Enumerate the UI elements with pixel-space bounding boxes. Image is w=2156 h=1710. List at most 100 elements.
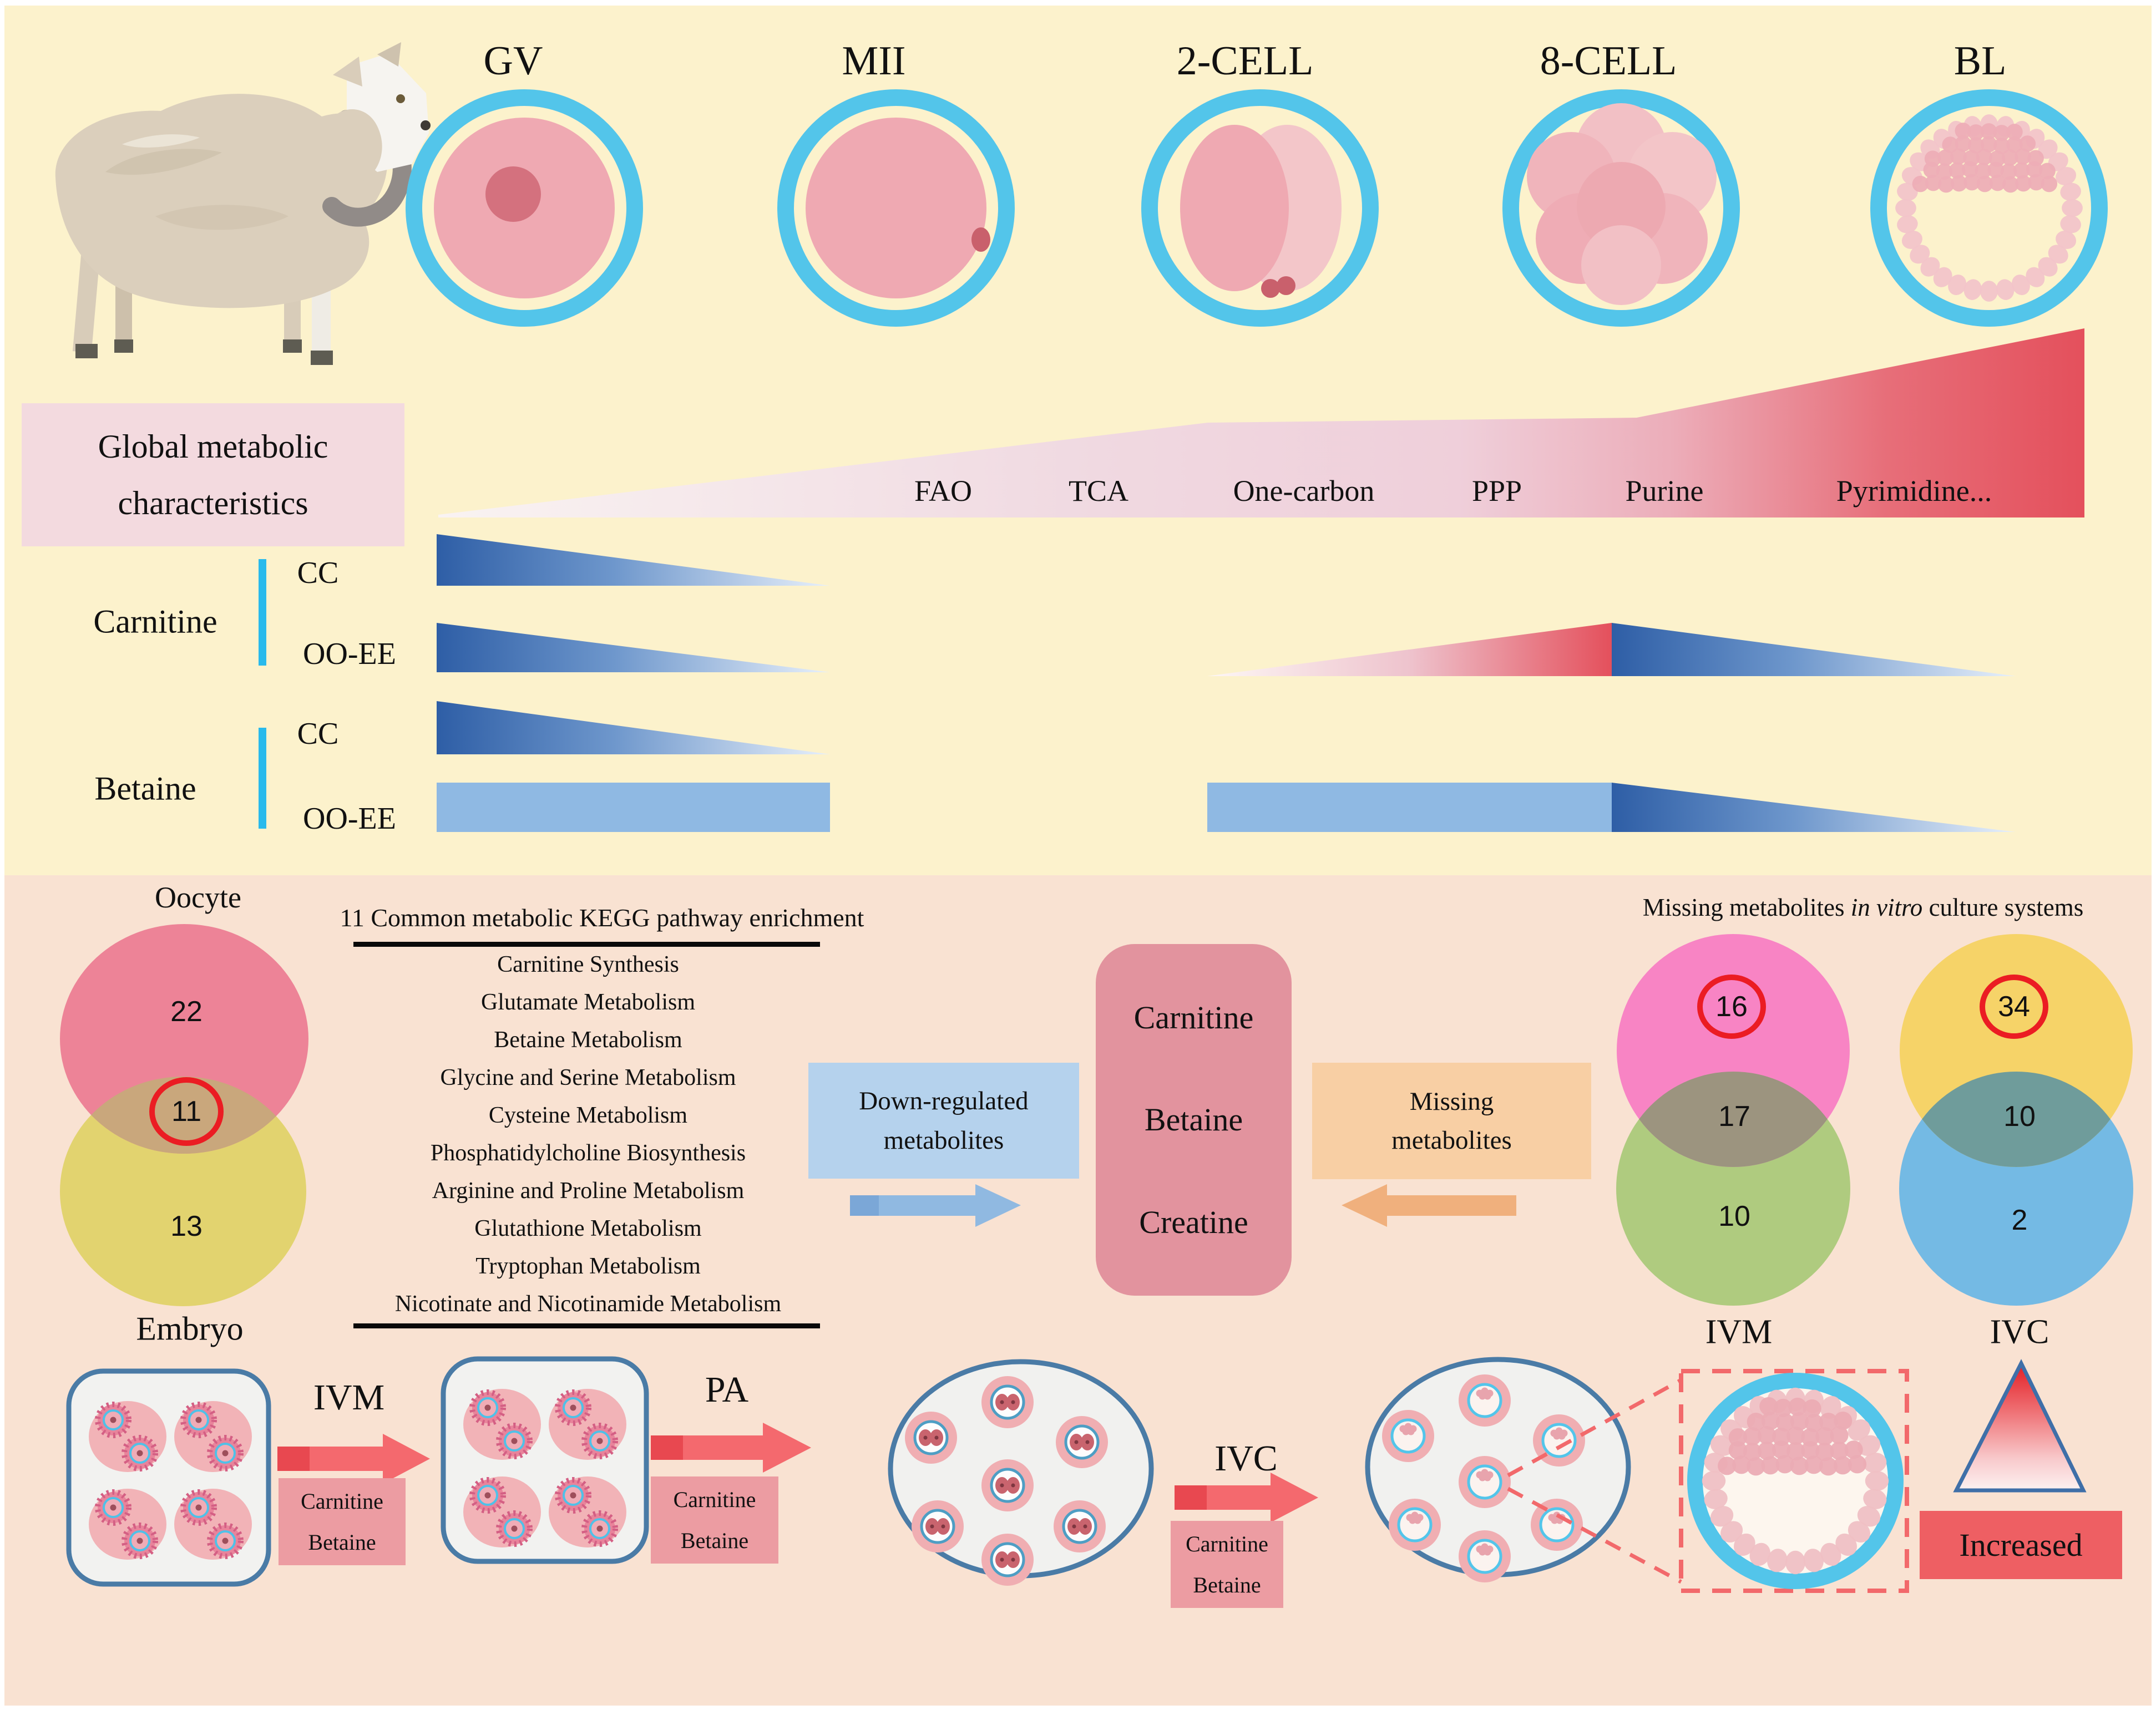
kegg-item: Arginine and Proline Metabolism [432,1178,745,1204]
missing-metabolites-box: Missing metabolites [1312,1063,1591,1179]
supplement-betaine: Betaine [680,1528,749,1553]
pathway-label-fao: FAO [914,474,973,508]
stage-8cell-circle [1502,89,1740,327]
kegg-item: Glutamate Metabolism [480,990,696,1015]
stage-gv-circle [406,89,643,327]
metabolic-gradient-wedge [438,328,2084,517]
carnitine-ooee-blue-triangle [1612,623,2016,676]
ivm-overlap-count: 17 [1718,1100,1750,1133]
workflow-ivc-label: IVC [1214,1438,1278,1479]
stage-label-mii: MII [842,38,906,84]
increased-label-box: Increased [1920,1511,2122,1579]
ivc-overlap-count: 10 [2003,1100,2036,1133]
ivc-unique-count: 34 [1998,991,2030,1023]
ivc-venn-label: IVC [1990,1313,2049,1351]
kegg-rule-bottom [353,1323,820,1328]
betaine-ooee-right-triangle [1612,783,2016,832]
stage-bl-circle [1870,89,2108,327]
kegg-item-list: Carnitine Synthesis Glutamate Metabolism… [311,946,866,1323]
stage-label-2cell: 2-CELL [1176,38,1314,84]
pathway-label-ppp: PPP [1471,474,1522,508]
kegg-item: Carnitine Synthesis [497,952,679,977]
venn-oocyte-label: Oocyte [155,881,241,914]
pathway-label-pyrimidine: Pyrimidine... [1836,474,1992,508]
pathway-label-one-carbon: One-carbon [1233,474,1375,508]
carnitine-cc-label: CC [297,556,339,590]
supplement-betaine: Betaine [1193,1572,1261,1597]
kegg-item: Nicotinate and Nicotinamide Metabolism [394,1291,782,1317]
venn-overlap-count: 11 [171,1095,201,1128]
right-title-italic: in vitro [1850,894,1923,921]
venn-embryo-label: Embryo [136,1310,244,1347]
carnitine-cc-triangle [437,534,830,586]
right-title-prefix: Missing metabolites [1642,894,1851,921]
betaine-cc-label: CC [297,717,339,751]
metabolite-creatine: Creatine [1139,1204,1248,1241]
red-annotation-circle-16 [1697,975,1766,1039]
global-box-line2: characteristics [118,485,308,521]
missing-metabolites-title: Missing metabolites in vitro culture sys… [1643,893,2084,922]
ivc-arrow-icon [1175,1473,1318,1523]
key-metabolites-box: Carnitine Betaine Creatine [1096,944,1292,1296]
carnitine-bracket-bar [259,559,266,666]
mii-polar-body-icon [971,227,990,252]
venn-ivc [1899,934,2133,1306]
ivm-arrow-icon [277,1434,430,1484]
stage-label-gv: GV [483,38,543,84]
kegg-item: Cysteine Metabolism [488,1103,688,1128]
down-regulated-arrow-icon [850,1184,1021,1227]
dish-oocytes-1 [66,1368,271,1587]
ivc-bottom-count: 2 [2011,1204,2028,1236]
metabolite-carnitine: Carnitine [1133,999,1254,1036]
metabolite-betaine: Betaine [1144,1102,1243,1138]
right-title-suffix: culture systems [1922,894,2084,921]
kegg-title: 11 Common metabolic KEGG pathway enrichm… [340,904,864,932]
down-regulated-line2: metabolites [883,1125,1004,1155]
stage-label-bl: BL [1953,38,2007,84]
global-box-line1: Global metabolic [98,428,328,465]
workflow-pa-label: PA [705,1369,749,1410]
supplement-carnitine: Carnitine [673,1486,756,1512]
carnitine-ooee-red-triangle [1207,623,1612,676]
venn-ivm [1616,934,1850,1306]
stage-2cell-circle [1141,89,1379,327]
kegg-item: Glutathione Metabolism [474,1216,702,1241]
stage-label-8cell: 8-CELL [1540,38,1677,84]
gv-nucleus-icon [485,166,541,222]
down-regulated-box: Down-regulated metabolites [808,1063,1079,1179]
supplement-box-ivm: Carnitine Betaine [279,1478,406,1565]
missing-arrow-icon [1342,1184,1516,1227]
betaine-row-label: Betaine [94,770,196,807]
pa-arrow-icon [651,1423,811,1473]
pathway-label-tca: TCA [1069,474,1128,508]
kegg-item: Tryptophan Metabolism [475,1254,701,1279]
increased-label: Increased [1959,1527,2083,1563]
betaine-cc-triangle [437,701,830,754]
venn-oocyte-count: 22 [170,996,203,1028]
kegg-item: Phosphatidylcholine Biosynthesis [430,1140,746,1166]
top-graphics [55,42,2108,832]
betaine-ooee-label: OO-EE [303,801,396,836]
betaine-ooee-right-bar [1207,783,1612,832]
betaine-ooee-left-bar [437,783,830,832]
supplement-carnitine: Carnitine [301,1488,383,1514]
increased-triangle-icon [1953,1359,2087,1493]
magnify-line-bottom [1507,1486,1682,1584]
betaine-bracket-bar [259,728,266,829]
global-metabolic-box: Global metabolic characteristics [22,403,404,546]
red-annotation-circle-34 [1980,975,2048,1039]
sheep-illustration [55,42,431,365]
pathway-label-purine: Purine [1625,474,1704,508]
down-regulated-line1: Down-regulated [859,1087,1029,1115]
kegg-item: Betaine Metabolism [494,1027,682,1053]
ivm-venn-label: IVM [1705,1313,1773,1351]
supplement-box-ivc: Carnitine Betaine [1171,1521,1283,1608]
ivm-bottom-count: 10 [1718,1200,1750,1232]
supplement-box-pa: Carnitine Betaine [651,1476,778,1564]
stage-mii-circle [777,89,1015,327]
missing-line1: Missing [1409,1087,1494,1116]
supplement-betaine: Betaine [308,1529,376,1555]
workflow-ivm-label: IVM [313,1377,385,1418]
bottom-graphics [60,924,2133,1593]
